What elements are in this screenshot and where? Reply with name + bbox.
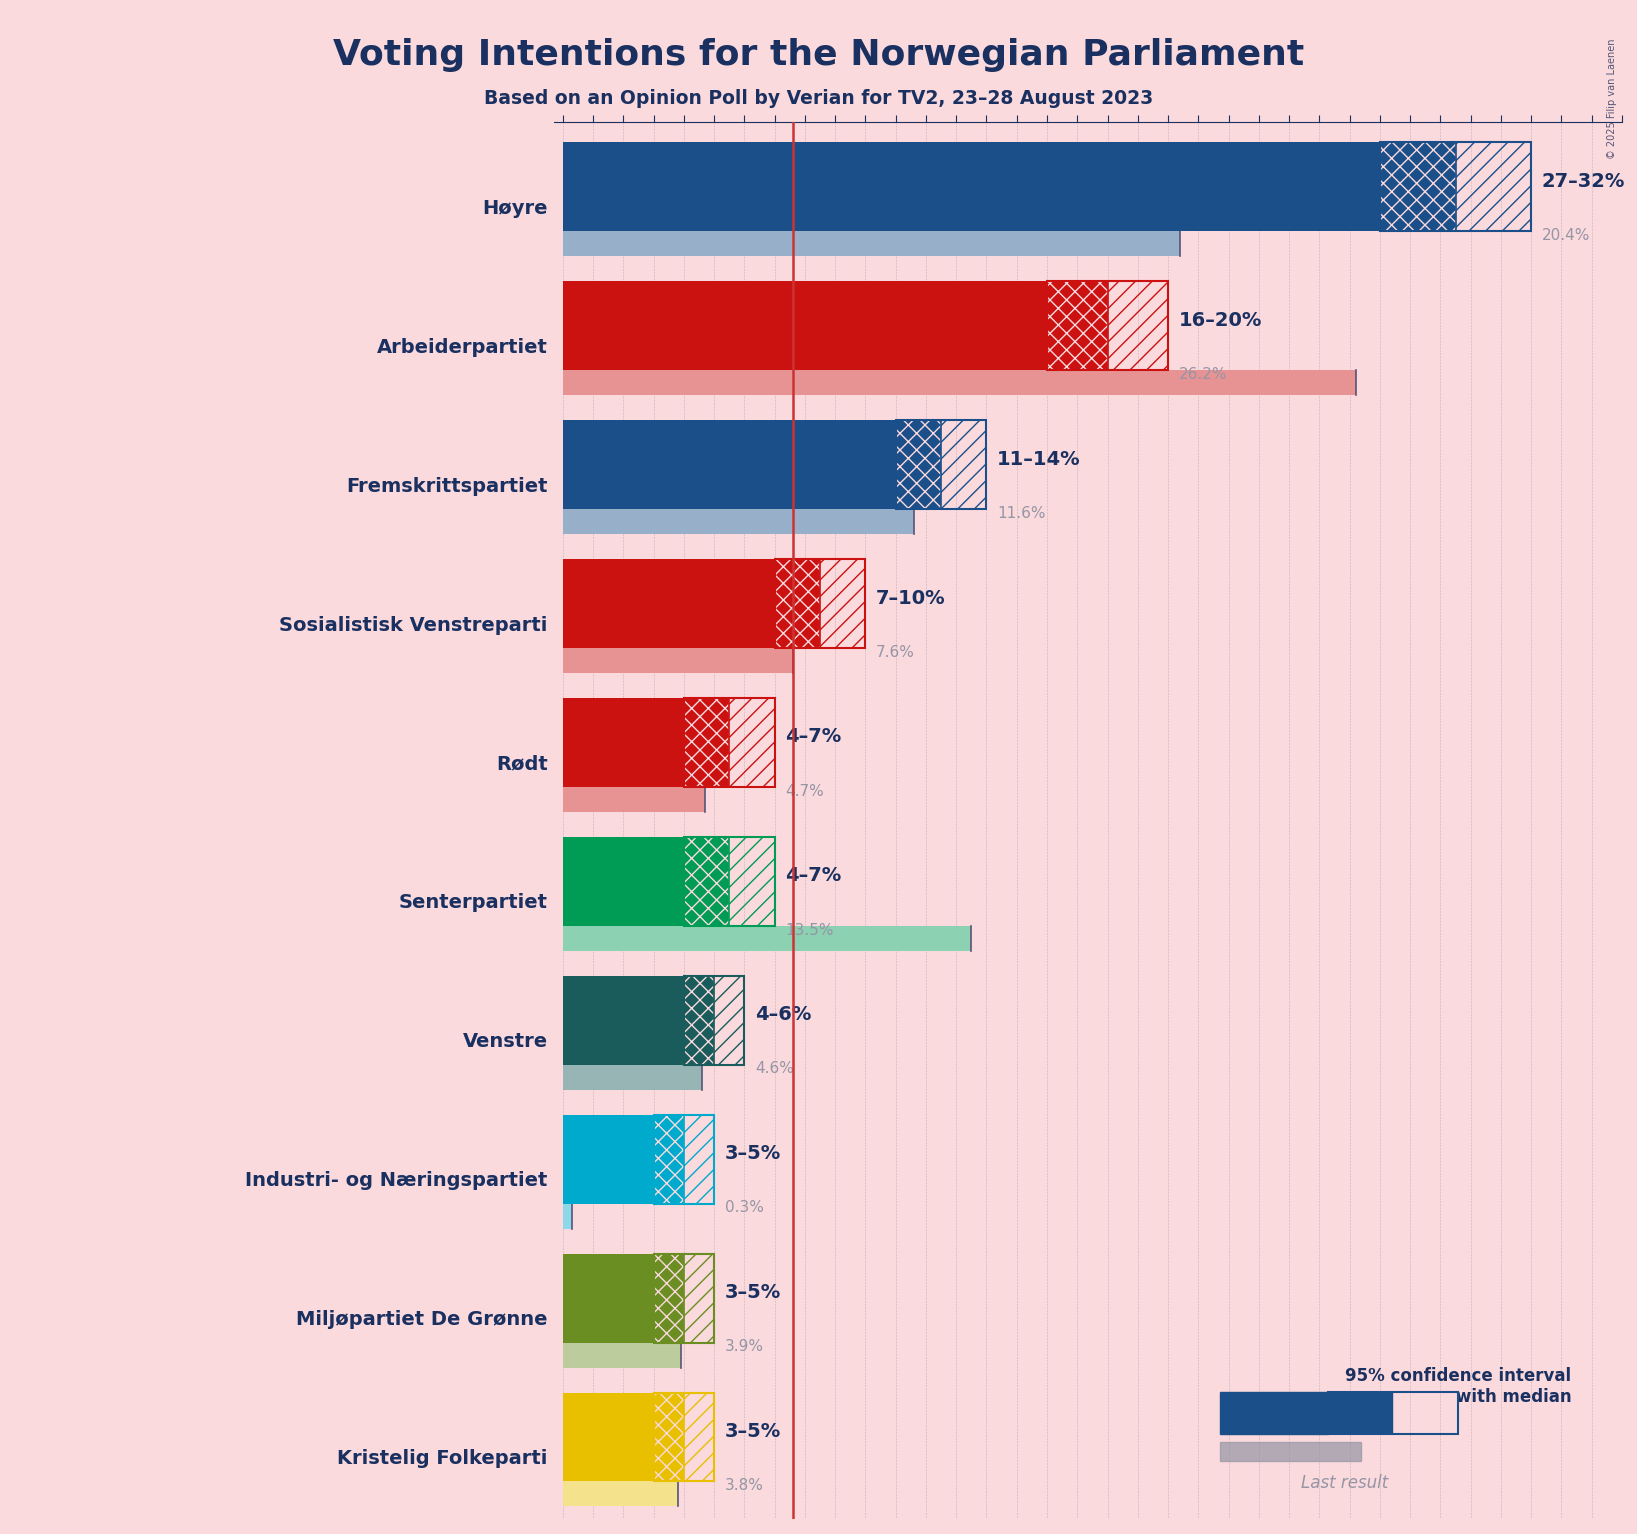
Bar: [563, 1482, 678, 1506]
Bar: [1393, 1393, 1459, 1433]
Bar: [563, 1342, 681, 1368]
Bar: [563, 927, 971, 951]
Text: 7–10%: 7–10%: [876, 589, 946, 607]
Text: Industri- og Næringspartiet: Industri- og Næringspartiet: [246, 1172, 548, 1190]
Bar: [563, 1115, 653, 1204]
Text: 26.2%: 26.2%: [1179, 367, 1228, 382]
Text: 4–7%: 4–7%: [786, 867, 841, 885]
Text: 3.8%: 3.8%: [725, 1479, 763, 1493]
Bar: [563, 787, 706, 811]
Bar: [774, 560, 866, 647]
Text: 27–32%: 27–32%: [1542, 172, 1626, 190]
Bar: [563, 370, 1355, 396]
Bar: [684, 838, 774, 927]
Text: 4.6%: 4.6%: [755, 1062, 794, 1077]
Bar: [1048, 281, 1169, 370]
Bar: [941, 420, 987, 509]
Bar: [728, 838, 774, 927]
Bar: [1455, 143, 1531, 232]
Bar: [895, 420, 941, 509]
Bar: [563, 1204, 571, 1229]
Text: Høyre: Høyre: [483, 199, 548, 218]
Bar: [684, 1115, 714, 1204]
Bar: [684, 1253, 714, 1342]
Text: 20.4%: 20.4%: [1542, 229, 1590, 242]
Text: Venstre: Venstre: [463, 1032, 548, 1051]
Text: Senterpartiet: Senterpartiet: [399, 893, 548, 913]
Bar: [684, 976, 745, 1065]
Bar: [684, 698, 728, 787]
Bar: [774, 560, 820, 647]
Bar: [563, 232, 1180, 256]
Bar: [653, 1115, 714, 1204]
Bar: [684, 838, 728, 927]
Bar: [563, 560, 774, 647]
Bar: [1220, 1393, 1328, 1433]
Bar: [563, 1065, 702, 1089]
Text: 3–5%: 3–5%: [725, 1144, 781, 1163]
Text: 13.5%: 13.5%: [786, 922, 833, 937]
Bar: [684, 976, 714, 1065]
Text: 11.6%: 11.6%: [997, 506, 1046, 522]
Bar: [1380, 143, 1455, 232]
Bar: [563, 281, 1048, 370]
Text: Fremskrittspartiet: Fremskrittspartiet: [345, 477, 548, 495]
Bar: [1329, 1393, 1459, 1433]
Bar: [563, 1253, 653, 1342]
Text: Last result: Last result: [1301, 1474, 1388, 1491]
Text: 4–7%: 4–7%: [786, 727, 841, 747]
Bar: [653, 1253, 684, 1342]
Text: Sosialistisk Venstreparti: Sosialistisk Venstreparti: [280, 615, 548, 635]
Bar: [653, 1393, 684, 1482]
Bar: [895, 420, 987, 509]
Text: 3–5%: 3–5%: [725, 1422, 781, 1440]
Bar: [1048, 281, 1108, 370]
Text: © 2025 Filip van Laenen: © 2025 Filip van Laenen: [1608, 38, 1617, 160]
Bar: [563, 509, 913, 534]
Text: 4.7%: 4.7%: [786, 784, 823, 799]
Bar: [684, 698, 774, 787]
Text: Miljøpartiet De Grønne: Miljøpartiet De Grønne: [296, 1310, 548, 1328]
Bar: [728, 698, 774, 787]
Bar: [563, 420, 895, 509]
Text: 0.3%: 0.3%: [725, 1201, 763, 1215]
Text: Based on an Opinion Poll by Verian for TV2, 23–28 August 2023: Based on an Opinion Poll by Verian for T…: [485, 89, 1152, 107]
Text: Voting Intentions for the Norwegian Parliament: Voting Intentions for the Norwegian Parl…: [332, 38, 1305, 72]
Bar: [714, 976, 745, 1065]
Bar: [563, 698, 684, 787]
Text: Rødt: Rødt: [496, 755, 548, 773]
Bar: [820, 560, 866, 647]
Text: 11–14%: 11–14%: [997, 449, 1080, 469]
Bar: [653, 1115, 684, 1204]
Bar: [563, 976, 684, 1065]
Bar: [1108, 281, 1169, 370]
Bar: [684, 1393, 714, 1482]
Bar: [653, 1253, 714, 1342]
Text: Arbeiderpartiet: Arbeiderpartiet: [377, 337, 548, 357]
Bar: [563, 1393, 653, 1482]
Bar: [653, 1393, 714, 1482]
Bar: [1380, 143, 1531, 232]
Text: 4–6%: 4–6%: [755, 1005, 812, 1025]
Text: 3–5%: 3–5%: [725, 1282, 781, 1302]
Text: 3.9%: 3.9%: [725, 1339, 764, 1355]
Bar: [563, 647, 792, 673]
Text: 7.6%: 7.6%: [876, 644, 915, 660]
Text: Kristelig Folkeparti: Kristelig Folkeparti: [337, 1450, 548, 1468]
Text: 95% confidence interval
with median: 95% confidence interval with median: [1346, 1367, 1572, 1405]
Bar: [1329, 1393, 1393, 1433]
Text: 16–20%: 16–20%: [1179, 311, 1262, 330]
Bar: [1220, 1442, 1360, 1460]
Bar: [563, 143, 1380, 232]
Bar: [563, 838, 684, 927]
